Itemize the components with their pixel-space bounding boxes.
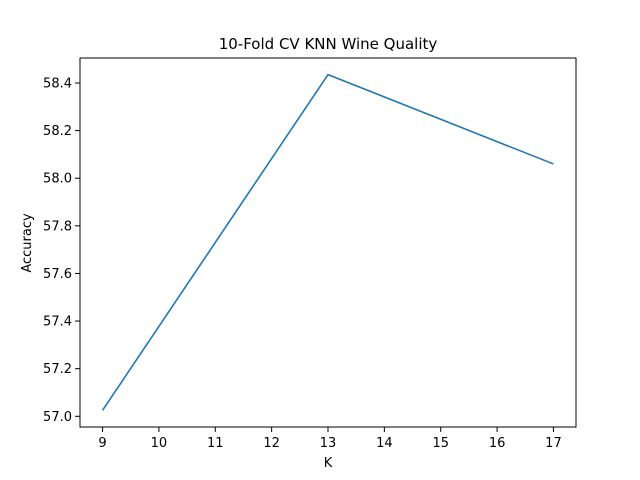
x-tick-label-7: 16: [489, 436, 506, 451]
x-axis-label: K: [324, 456, 333, 471]
plot-area: [101, 73, 554, 411]
y-tick-label-2: 57.4: [43, 315, 72, 330]
y-tick-label-7: 58.4: [43, 76, 72, 91]
y-tick-label-3: 57.6: [43, 267, 72, 282]
x-tick-label-5: 14: [376, 436, 393, 451]
x-tick-label-6: 15: [432, 436, 449, 451]
y-tick-label-4: 57.8: [43, 219, 72, 234]
x-tick-label-0: 9: [98, 436, 106, 451]
x-tick-label-1: 10: [151, 436, 168, 451]
plot-frame: [79, 57, 577, 428]
x-tick-label-4: 13: [320, 436, 337, 451]
y-axis-label: Accuracy: [20, 213, 35, 273]
x-tick-label-3: 12: [263, 436, 280, 451]
y-tick-label-1: 57.2: [43, 362, 72, 377]
x-tick-label-2: 11: [207, 436, 224, 451]
y-axis: 57.0 57.2 57.4 57.6 57.8 58.0 58.2 58.4: [43, 76, 80, 425]
y-tick-label-5: 58.0: [43, 172, 72, 187]
y-tick-label-0: 57.0: [43, 410, 72, 425]
y-tick-label-6: 58.2: [43, 124, 72, 139]
chart-title: 10-Fold CV KNN Wine Quality: [219, 35, 438, 53]
series-line-0: [101, 73, 554, 411]
x-axis: 9 10 11 12 13 14 15 16 17: [98, 427, 562, 451]
x-tick-label-8: 17: [545, 436, 562, 451]
